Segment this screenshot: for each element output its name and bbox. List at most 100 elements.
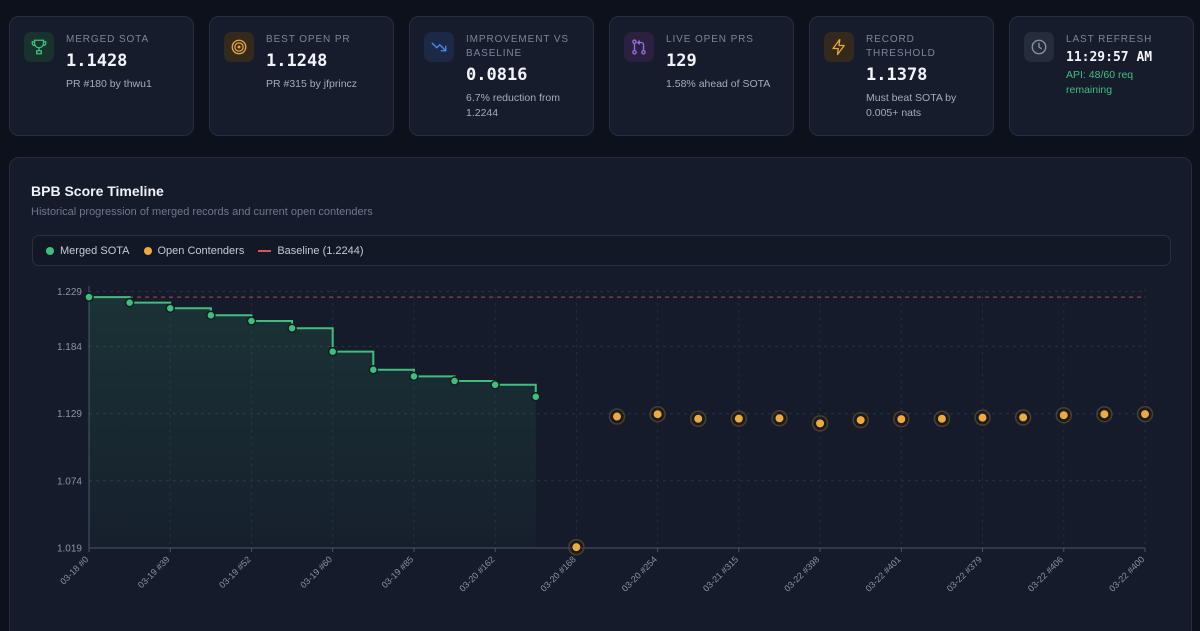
target-icon: [224, 32, 254, 62]
y-tick-label: 1.129: [57, 409, 82, 420]
stat-value: 129: [666, 51, 697, 71]
legend-item[interactable]: Open Contenders: [143, 244, 245, 257]
open-contender-halo: [730, 410, 748, 427]
stat-cards: Merged SOTA 1.1428 PR #180 by thwu1 Best Op…: [9, 16, 1194, 136]
x-tick-label: 03-19 #85: [380, 554, 416, 590]
open-contender-point: [612, 411, 622, 422]
open-contender-point: [896, 414, 907, 425]
open-contender-halo: [933, 410, 951, 427]
stat-value: 0.0816: [466, 65, 528, 85]
trophy-icon: [24, 32, 54, 62]
stat-label: Live Open PRs: [666, 34, 754, 45]
legend-label: Merged SOTA: [60, 244, 130, 257]
x-tick-label: 03-22 #398: [782, 554, 821, 593]
open-contender-halo: [568, 538, 585, 556]
legend-item[interactable]: Merged SOTA: [46, 245, 130, 257]
stat-card: Merged SOTA 1.1428 PR #180 by thwu1: [9, 16, 194, 136]
merged-sota-point: [287, 323, 297, 333]
x-tick-label: 03-22 #400: [1107, 554, 1146, 593]
chart-title: BPB Score Timeline: [31, 183, 164, 199]
open-contender-point: [855, 415, 866, 426]
open-contender-point: [1018, 412, 1029, 423]
stat-subtext: PR #315 by jfprincz: [266, 78, 358, 90]
legend-swatch: [46, 246, 54, 255]
open-contender-point: [1058, 410, 1069, 421]
clock-icon: [1024, 32, 1054, 62]
open-contender-point: [733, 413, 744, 424]
chart-subtitle: Historical progression of merged records…: [31, 206, 373, 218]
open-contender-point: [936, 413, 947, 424]
merged-sota-point: [449, 376, 460, 386]
stat-value: 1.1378: [866, 65, 928, 85]
open-contender-halo: [893, 410, 910, 428]
stat-subtext: 1.58% ahead of SOTA: [666, 78, 771, 90]
y-tick-label: 1.019: [57, 544, 82, 555]
open-contender-halo: [1096, 405, 1113, 423]
open-contender-point: [652, 409, 663, 420]
bolt-icon: [824, 32, 854, 62]
stat-subtext: API: 48/60 req remaining: [1066, 69, 1134, 96]
x-tick-label: 03-19 #39: [136, 554, 172, 590]
trending-down-icon: [424, 32, 454, 62]
merged-sota-point: [246, 316, 257, 326]
merged-sota-area: [89, 297, 536, 548]
y-tick-label: 1.074: [57, 476, 82, 487]
stat-value: 1.1428: [66, 51, 128, 71]
chart-panel: BPB Score Timeline Historical progressio…: [9, 157, 1192, 631]
y-tick-label: 1.229: [57, 287, 82, 298]
merged-sota-point: [206, 310, 216, 321]
stat-label: Best Open PR: [266, 34, 351, 45]
open-contender-halo: [974, 409, 991, 426]
open-contender-halo: [608, 408, 626, 425]
open-contender-halo: [1014, 409, 1032, 426]
stat-label: Last Refresh: [1066, 34, 1153, 45]
chart-legend: Merged SOTA Open Contenders Baseline (1.22…: [32, 235, 1171, 266]
open-contender-halo: [811, 415, 829, 432]
legend-swatch: [258, 249, 272, 252]
open-contender-point: [977, 412, 988, 423]
x-tick-label: 03-22 #406: [1026, 554, 1065, 593]
y-tick-label: 1.184: [57, 342, 82, 353]
x-tick-label: 03-19 #52: [217, 554, 253, 590]
legend-label: Open Contenders: [157, 244, 245, 257]
stat-label: Merged SOTA: [66, 34, 150, 45]
open-contender-halo: [852, 411, 869, 429]
open-contender-halo: [1136, 405, 1154, 423]
open-contender-point: [774, 413, 785, 424]
merged-sota-point: [490, 380, 500, 390]
stat-label: Improvement vs Baseline: [466, 34, 569, 59]
x-tick-label: 03-18 #0: [58, 554, 90, 586]
open-contender-point: [815, 418, 826, 429]
merged-sota-point: [165, 303, 175, 314]
stat-subtext: 6.7% reduction from 1.2244: [466, 92, 560, 119]
open-contender-point: [693, 413, 704, 424]
legend-swatch: [143, 246, 152, 255]
x-tick-label: 03-19 #60: [298, 554, 334, 590]
stat-card: Improvement vs Baseline 0.0816 6.7% reduct…: [409, 16, 594, 136]
stat-subtext: Must beat SOTA by 0.005+ nats: [866, 92, 957, 119]
open-contender-halo: [689, 410, 707, 427]
merged-sota-point: [368, 365, 379, 375]
x-tick-label: 03-22 #401: [863, 554, 902, 593]
open-contender-point: [1099, 409, 1110, 420]
stat-label: Record Threshold: [866, 34, 936, 59]
stat-card: Last Refresh 11:29:57 AM API: 48/60 req re…: [1009, 16, 1194, 136]
open-contender-point: [1140, 409, 1150, 420]
stat-value: 1.1248: [266, 51, 328, 71]
open-contender-halo: [649, 405, 666, 423]
open-contender-halo: [771, 410, 788, 427]
stat-card: Live Open PRs 129 1.58% ahead of SOTA: [609, 16, 794, 136]
x-tick-label: 03-20 #254: [620, 554, 659, 593]
legend-item[interactable]: Baseline (1.2244): [258, 245, 364, 257]
merged-sota-point: [327, 346, 338, 357]
x-tick-label: 03-20 #168: [539, 554, 578, 593]
x-tick-label: 03-22 #379: [945, 554, 984, 593]
stat-value: 11:29:57 AM: [1066, 50, 1153, 65]
x-tick-label: 03-20 #162: [457, 554, 496, 593]
merged-sota-point: [531, 392, 541, 402]
merged-sota-point: [409, 371, 419, 382]
git-pull-request-icon: [624, 32, 654, 62]
x-tick-label: 03-21 #315: [701, 554, 740, 593]
stat-subtext: PR #180 by thwu1: [66, 78, 152, 90]
